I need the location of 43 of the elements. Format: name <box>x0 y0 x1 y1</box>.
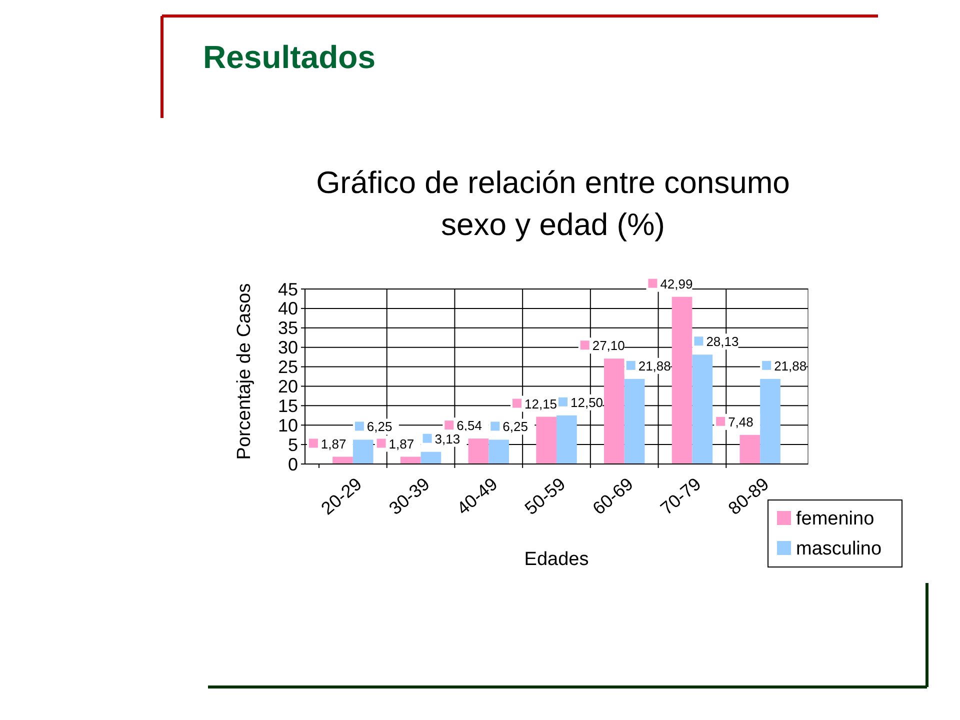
data-label: 7,48 <box>728 414 754 430</box>
bar <box>400 456 421 464</box>
data-label: 21,88 <box>774 358 807 374</box>
bar <box>624 378 645 464</box>
y-tick-label: 30 <box>278 338 298 358</box>
y-tick-label: 15 <box>278 396 298 416</box>
bar <box>420 452 442 464</box>
bar <box>536 416 556 464</box>
bar <box>468 438 489 464</box>
data-label: 12,15 <box>524 396 558 412</box>
data-label: 1,87 <box>388 436 414 452</box>
y-tick-label: 25 <box>278 357 298 378</box>
bar <box>692 354 713 464</box>
data-label: 28,13 <box>706 334 739 350</box>
bar <box>488 440 509 464</box>
data-label: 3,13 <box>434 431 460 446</box>
y-tick-label: 20 <box>278 376 298 397</box>
legend-label: femenino <box>796 508 874 530</box>
data-label: 27,10 <box>592 338 625 354</box>
y-tick-label: 45 <box>278 279 298 300</box>
bar <box>740 434 760 464</box>
legend-label: masculino <box>796 538 882 560</box>
chart-title: Resultados <box>203 39 376 75</box>
bar <box>672 296 692 464</box>
bar <box>556 415 577 464</box>
bar <box>332 456 353 464</box>
y-tick-label: 5 <box>288 434 298 455</box>
bar <box>604 358 624 464</box>
y-tick-label: 40 <box>278 298 298 319</box>
bar <box>760 378 780 464</box>
y-tick-label: 10 <box>278 415 298 436</box>
y-tick-label: 35 <box>278 318 298 338</box>
data-label: 1,87 <box>320 436 346 452</box>
y-axis-title: Porcentaje de Casos <box>234 283 255 460</box>
x-axis-title: Edades <box>524 549 589 570</box>
y-tick-label: 0 <box>288 454 298 474</box>
data-label: 12,50 <box>570 394 604 410</box>
data-label: 21,88 <box>638 358 671 374</box>
data-label: 6,54 <box>456 418 482 434</box>
chart-subtitle: Gráfico de relación entre consumo sexo y edad (%) <box>316 165 790 242</box>
data-label: 6,25 <box>502 419 528 434</box>
data-label: 42,99 <box>660 276 693 292</box>
data-label: 6,25 <box>366 419 392 434</box>
